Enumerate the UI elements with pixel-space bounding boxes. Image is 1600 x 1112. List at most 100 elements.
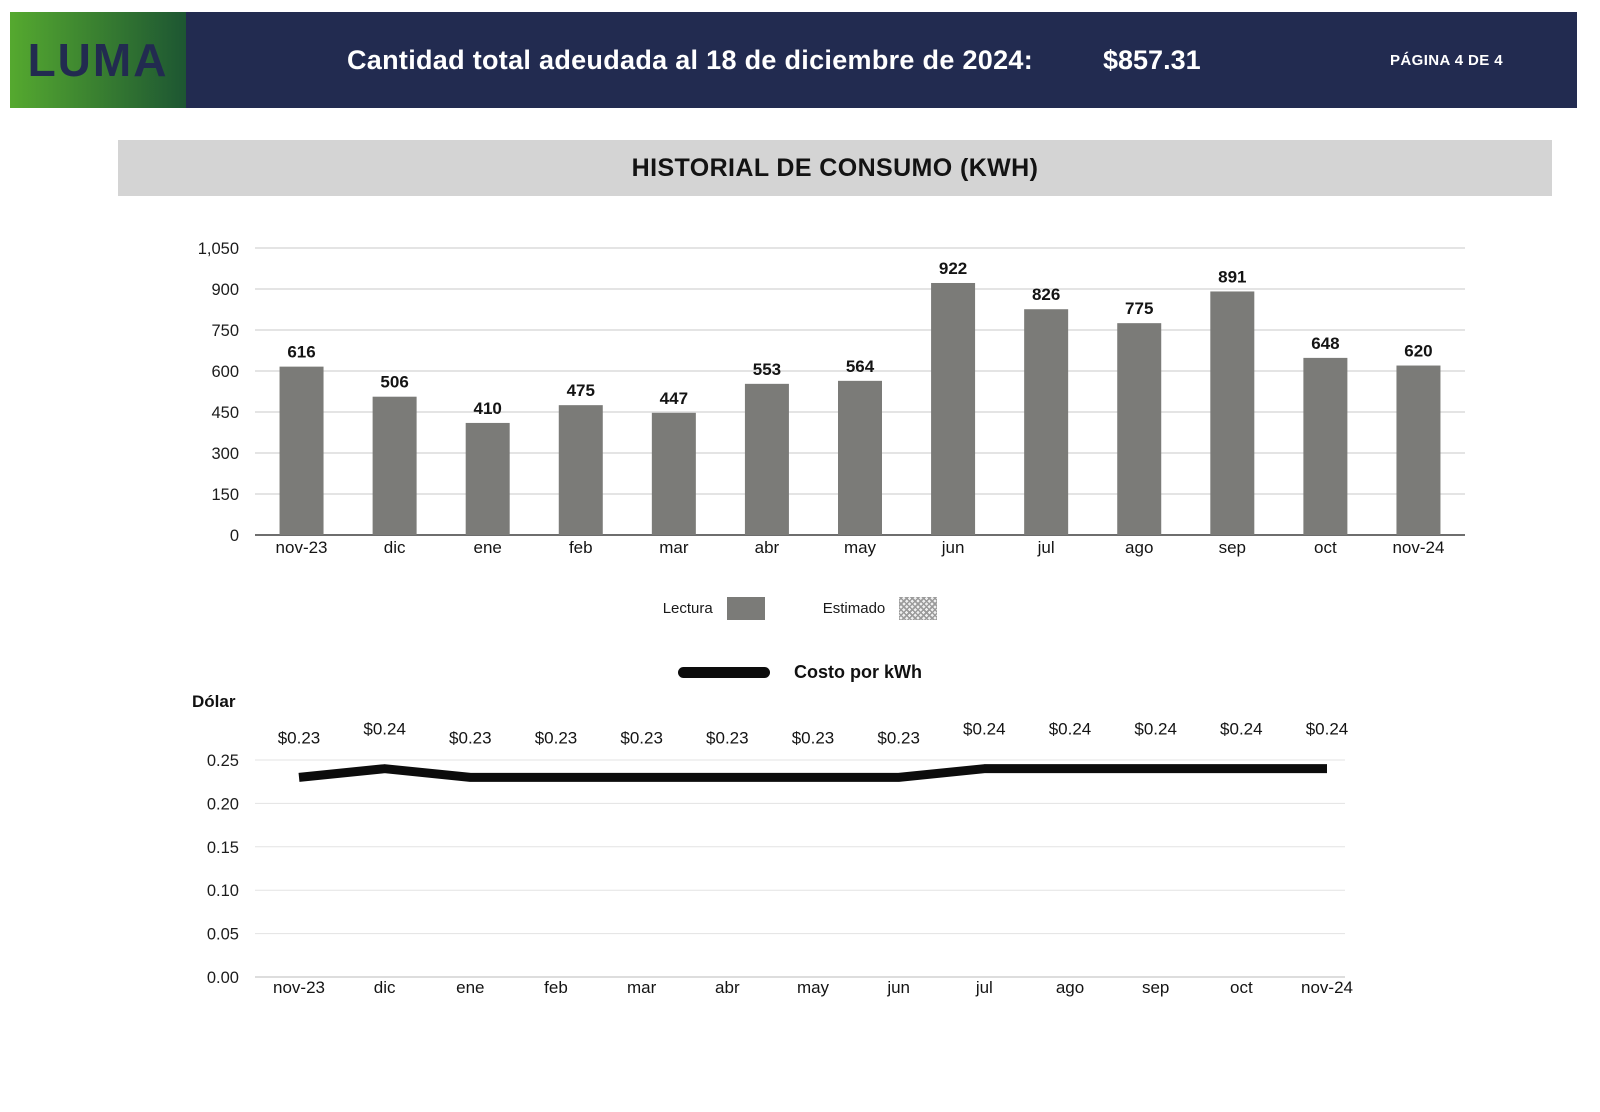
x-tick-label: jun bbox=[941, 538, 965, 557]
bar-value-label: 891 bbox=[1218, 267, 1246, 286]
x-tick-label: abr bbox=[715, 978, 740, 997]
consumption-bar-chart: 0 150 300 450 600 750 900 1,050 616 nov-23 506 dic 4… bbox=[198, 240, 1465, 557]
luma-logo: LUMA bbox=[10, 12, 186, 108]
legend-item-estimado: Estimado bbox=[823, 597, 938, 620]
y-tick-label: 0.15 bbox=[207, 839, 239, 857]
bar-value-label: 775 bbox=[1125, 299, 1153, 318]
bar-nov-24 bbox=[1396, 365, 1441, 535]
cost-line-chart: 0.00 0.05 0.10 0.15 0.20 0.25 $0.23 nov-23 $0.24… bbox=[207, 720, 1353, 997]
y-tick-label: 750 bbox=[211, 322, 239, 340]
y-tick-label: 600 bbox=[211, 363, 239, 381]
section-title-bar: HISTORIAL DE CONSUMO (KWH) bbox=[118, 140, 1552, 196]
bar-chart-legend: Lectura Estimado bbox=[0, 597, 1600, 620]
bar-mar bbox=[651, 412, 696, 535]
total-due-amount: $857.31 bbox=[1103, 44, 1201, 75]
x-tick-label: nov-23 bbox=[276, 538, 328, 557]
y-tick-label: 0 bbox=[230, 527, 239, 545]
x-tick-label: jul bbox=[1037, 538, 1055, 557]
bar-value-label: 475 bbox=[567, 381, 595, 400]
x-tick-label: mar bbox=[659, 538, 689, 557]
x-tick-label: jun bbox=[886, 978, 910, 997]
dolar-axis-label: Dólar bbox=[192, 692, 236, 711]
x-tick-label: ago bbox=[1125, 538, 1153, 557]
total-due-label: Cantidad total adeudada al 18 de diciemb… bbox=[347, 44, 1034, 75]
point-value-label: $0.23 bbox=[449, 728, 492, 747]
lectura-swatch-icon bbox=[726, 597, 765, 620]
point-value-label: $0.23 bbox=[877, 728, 920, 747]
x-tick-label: oct bbox=[1230, 978, 1253, 997]
x-tick-label: sep bbox=[1142, 978, 1169, 997]
y-tick-label: 450 bbox=[211, 404, 239, 422]
x-tick-label: feb bbox=[569, 538, 593, 557]
bar-value-label: 447 bbox=[660, 389, 688, 408]
x-tick-label: dic bbox=[384, 538, 406, 557]
y-tick-label: 0.25 bbox=[207, 752, 239, 770]
x-tick-label: ago bbox=[1056, 978, 1084, 997]
y-tick-label: 150 bbox=[211, 486, 239, 504]
x-tick-label: nov-24 bbox=[1301, 978, 1353, 997]
x-tick-label: ene bbox=[456, 978, 484, 997]
bar-jul bbox=[1024, 309, 1069, 535]
x-tick-label: jul bbox=[975, 978, 993, 997]
estimado-swatch-icon bbox=[899, 597, 938, 620]
bar-jun bbox=[931, 282, 976, 535]
bar-dic bbox=[372, 396, 417, 535]
bar-ago bbox=[1117, 323, 1162, 535]
line-chart-legend: Costo por kWh bbox=[0, 662, 1600, 683]
bar-ene bbox=[465, 422, 510, 535]
y-tick-label: 1,050 bbox=[198, 240, 239, 258]
bar-oct bbox=[1303, 357, 1348, 535]
cost-per-kwh-line bbox=[298, 764, 1327, 782]
point-value-label: $0.23 bbox=[620, 728, 663, 747]
bar-value-label: 506 bbox=[380, 373, 408, 392]
x-tick-label: abr bbox=[755, 538, 780, 557]
bar-value-label: 553 bbox=[753, 360, 781, 379]
bar-feb bbox=[558, 405, 603, 535]
x-tick-label: nov-24 bbox=[1392, 538, 1444, 557]
bar-abr bbox=[744, 383, 789, 535]
y-tick-label: 0.10 bbox=[207, 882, 239, 900]
bar-value-label: 616 bbox=[287, 343, 315, 362]
legend-item-lectura: Lectura bbox=[663, 597, 765, 620]
point-value-label: $0.23 bbox=[535, 728, 578, 747]
costo-por-kwh-label: Costo por kWh bbox=[794, 662, 922, 682]
lectura-label: Lectura bbox=[662, 600, 713, 617]
x-tick-label: ene bbox=[474, 538, 502, 557]
point-value-label: $0.23 bbox=[706, 728, 749, 747]
bar-value-label: 564 bbox=[846, 357, 875, 376]
bar-nov-23 bbox=[279, 366, 324, 535]
section-title: HISTORIAL DE CONSUMO (KWH) bbox=[631, 153, 1039, 182]
x-tick-label: feb bbox=[544, 978, 568, 997]
y-tick-label: 900 bbox=[211, 281, 239, 299]
x-tick-label: may bbox=[844, 538, 877, 557]
bar-value-label: 410 bbox=[474, 399, 502, 418]
header-bar: LUMA Cantidad total adeudada al 18 de di… bbox=[10, 12, 1577, 108]
luma-logo-text: LUMA bbox=[27, 34, 169, 86]
y-tick-label: 0.05 bbox=[207, 926, 239, 944]
page-indicator: PÁGINA 4 DE 4 bbox=[1389, 51, 1503, 69]
point-value-label: $0.24 bbox=[363, 720, 406, 739]
x-tick-label: oct bbox=[1314, 538, 1337, 557]
point-value-label: $0.24 bbox=[1134, 720, 1177, 739]
y-tick-label: 0.20 bbox=[207, 795, 239, 813]
bar-value-label: 648 bbox=[1311, 334, 1339, 353]
bar-value-label: 826 bbox=[1032, 285, 1060, 304]
x-tick-label: dic bbox=[374, 978, 396, 997]
estimado-label: Estimado bbox=[822, 600, 886, 617]
x-tick-label: nov-23 bbox=[273, 978, 325, 997]
point-value-label: $0.23 bbox=[792, 728, 835, 747]
cost-line-swatch-icon bbox=[678, 667, 770, 678]
bar-sep bbox=[1210, 291, 1255, 535]
x-tick-label: sep bbox=[1219, 538, 1246, 557]
bar-value-label: 620 bbox=[1404, 342, 1432, 361]
bar-value-label: 922 bbox=[939, 259, 967, 278]
bar-may bbox=[838, 380, 882, 535]
x-tick-label: may bbox=[797, 978, 830, 997]
y-tick-label: 0.00 bbox=[207, 969, 239, 987]
point-value-label: $0.24 bbox=[963, 720, 1006, 739]
point-value-label: $0.24 bbox=[1049, 720, 1092, 739]
point-value-label: $0.24 bbox=[1220, 720, 1263, 739]
point-value-label: $0.24 bbox=[1306, 720, 1349, 739]
x-tick-label: mar bbox=[627, 978, 657, 997]
